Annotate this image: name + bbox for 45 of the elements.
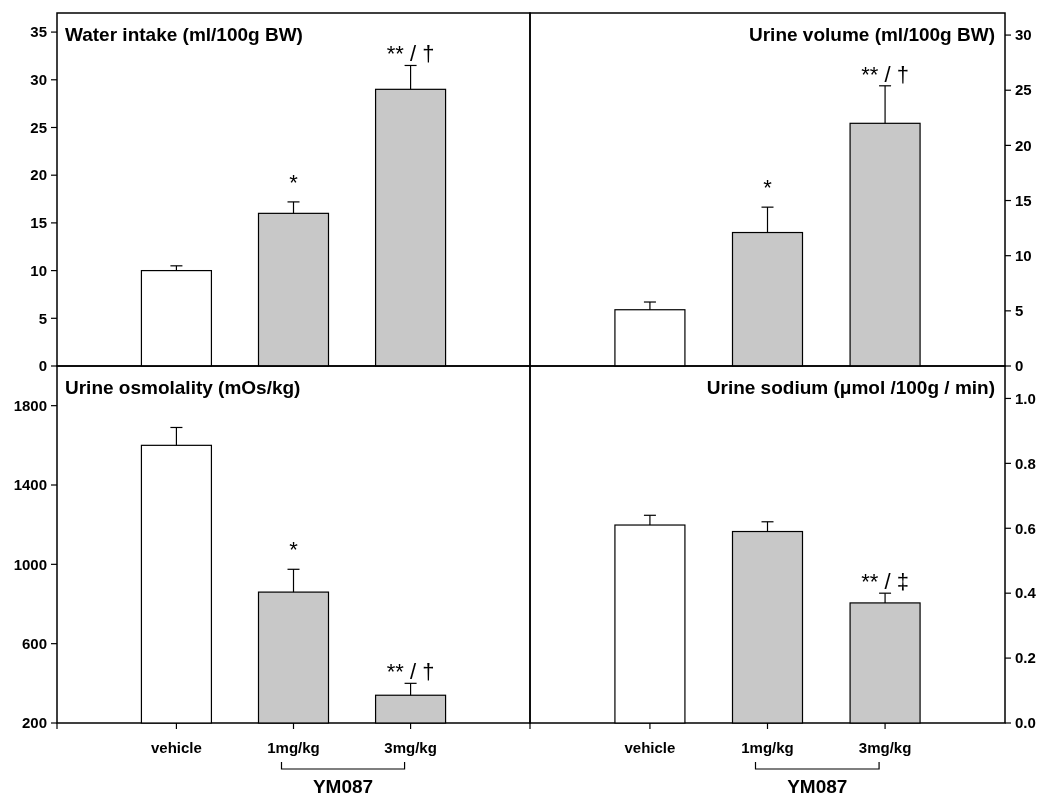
y-tick-label: 10 — [30, 261, 47, 279]
y-tick-label: 30 — [30, 71, 47, 89]
y-tick-label: 0.0 — [1015, 714, 1036, 732]
x-tick-label: 1mg/kg — [741, 739, 794, 756]
x-tick-label: vehicle — [624, 739, 676, 756]
text: YM087 — [787, 776, 848, 797]
y-tick-label: 0.4 — [1015, 584, 1037, 602]
y-tick-label: 20 — [1015, 136, 1032, 154]
text: Urine volume (ml/100g BW) — [749, 24, 995, 45]
y-tick-label: 600 — [21, 634, 47, 652]
text: Urine sodium (μmol /100g / min) — [706, 377, 995, 398]
y-tick-label: 200 — [21, 714, 47, 732]
y-tick-label: 25 — [30, 118, 47, 136]
text: Water intake (ml/100g BW) — [65, 24, 303, 45]
text: Urine osmolality (mOs/kg) — [65, 377, 301, 398]
y-tick-label: 10 — [1015, 246, 1032, 264]
x-tick-label: vehicle — [150, 739, 202, 756]
annotation: ** / † — [386, 41, 435, 67]
y-tick-label: 5 — [38, 309, 47, 327]
y-tick-label: 30 — [1015, 26, 1032, 44]
x-tick-label: 1mg/kg — [267, 739, 320, 756]
y-tick-label: 1000 — [13, 555, 47, 573]
y-tick-label: 25 — [1015, 81, 1032, 99]
y-tick-label: 0 — [1015, 357, 1024, 375]
annotation: ** / † — [386, 659, 435, 685]
y-tick-label: 15 — [30, 214, 47, 232]
y-tick-label: 1400 — [13, 476, 47, 494]
annotation: ** / † — [861, 61, 909, 87]
y-tick-label: 5 — [1015, 302, 1024, 320]
x-tick-label: 3mg/kg — [858, 739, 912, 756]
y-tick-label: 15 — [1015, 191, 1032, 209]
y-tick-label: 0 — [38, 357, 47, 375]
y-tick-label: 0.2 — [1015, 649, 1036, 667]
y-tick-label: 1.0 — [1015, 389, 1036, 407]
y-tick-label: 20 — [30, 166, 47, 184]
annotation: * — [763, 175, 773, 201]
annotation: * — [289, 169, 299, 195]
y-tick-label: 0.6 — [1015, 519, 1036, 537]
annotation: * — [289, 537, 299, 563]
y-tick-label: 35 — [30, 23, 47, 41]
annotation: ** / ‡ — [861, 569, 909, 595]
y-tick-label: 1800 — [13, 396, 47, 414]
text: YM087 — [312, 776, 374, 797]
x-tick-label: 3mg/kg — [384, 739, 437, 756]
y-tick-label: 0.8 — [1015, 454, 1036, 472]
